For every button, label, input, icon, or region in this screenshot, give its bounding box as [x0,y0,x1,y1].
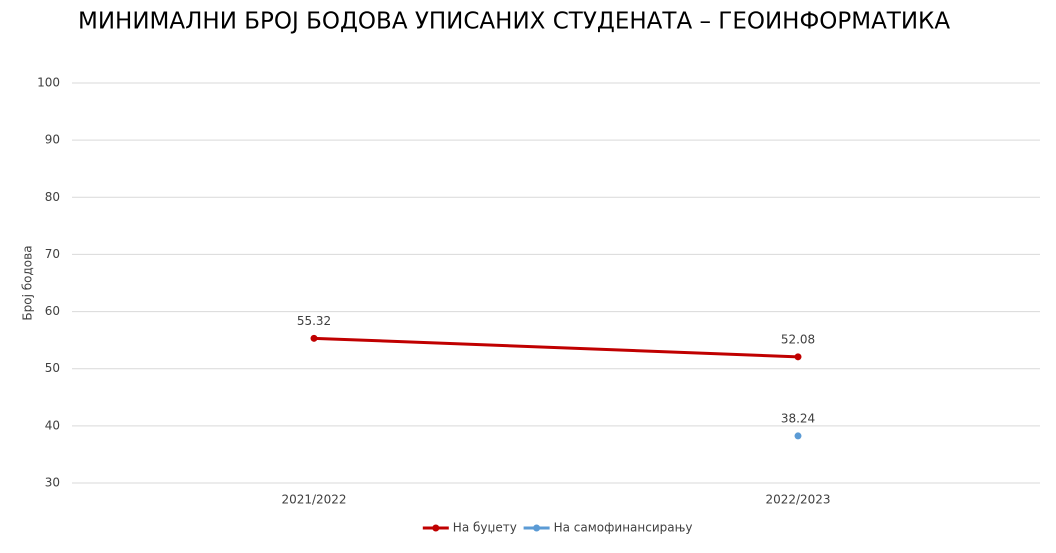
y-tick-label: 60 [45,304,60,318]
legend-marker [533,524,541,532]
y-tick-label: 50 [45,361,60,375]
data-point [794,432,802,440]
y-tick-label: 70 [45,247,60,261]
y-tick-label: 40 [45,418,60,432]
legend-marker [432,524,440,532]
data-point [794,353,802,361]
data-label: 55.32 [297,314,331,328]
legend-label: На самофинансирању [554,521,693,535]
data-label: 38.24 [781,411,815,425]
y-tick-label: 30 [45,476,60,490]
y-tick-label: 90 [45,133,60,147]
y-tick-label: 80 [45,190,60,204]
y-axis-label: Број бодова [21,245,35,320]
x-tick-label: 2022/2023 [765,493,830,507]
series-line [313,336,799,359]
chart-title: МИНИМАЛНИ БРОЈ БОДОВА УПИСАНИХ СТУДЕНАТА… [78,9,950,35]
data-label: 52.08 [781,332,815,346]
y-tick-label: 100 [37,76,60,90]
x-tick-label: 2021/2022 [281,493,346,507]
legend-label: На буџету [453,521,517,535]
data-point [310,334,318,342]
